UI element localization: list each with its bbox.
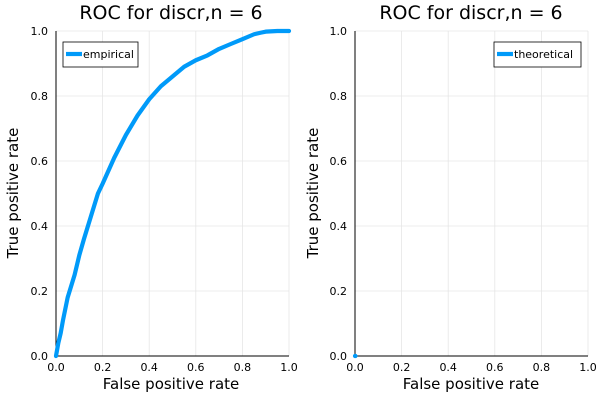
x-axis-label: False positive rate [103,375,240,393]
roc-panel-empirical: ROC for discr,n = 6 0.0 0.2 0.4 0.6 0.8 1.00.… [4,2,298,393]
tick-labels: 0.0 0.2 0.4 0.6 0.8 1.0 0.0 0.2 0.4 0.6 0.8 1.0 [330,25,597,374]
y-tick-label: 0.6 [330,155,348,168]
tick-labels: 0.0 0.2 0.4 0.6 0.8 1.0 0.0 0.2 0.4 0.6 0.8 1.0 [31,25,298,374]
y-tick-label: 0.0 [330,350,348,363]
y-tick-label: 0.8 [330,90,348,103]
x-tick-label: 0.4 [439,361,457,374]
x-tick-label: 0.0 [346,361,364,374]
x-tick-label: 0.6 [486,361,504,374]
series-line-empirical [53,28,292,359]
x-tick-label: 0.8 [533,361,551,374]
x-tick-label: 0.6 [187,361,205,374]
series-group [53,28,292,359]
x-tick-label: 0.2 [393,361,411,374]
axes-frame [55,31,289,357]
legend: theoretical [493,41,582,68]
y-tick-label: 0.2 [330,285,348,298]
x-axis-label: False positive rate [403,375,540,393]
y-tick-label: 1.0 [330,25,348,38]
x-tick-label: 0.0 [47,361,65,374]
x-tick-label: 1.0 [280,361,298,374]
x-tick-label: 1.0 [579,361,597,374]
y-tick-label: 0.2 [31,285,49,298]
gridlines [55,30,290,357]
y-tick-label: 0.4 [31,220,49,233]
chart-title: ROC for discr,n = 6 [379,2,562,24]
roc-panel-theoretical: ROC for discr,n = 6 0.0 0.2 0.4 0.6 0.8 1.00.… [304,2,597,393]
axes-frame [354,31,588,357]
legend-label-theoretical: theoretical [514,48,573,61]
y-tick-label: 1.0 [31,25,49,38]
y-tick-label: 0.4 [330,220,348,233]
gridlines [354,30,589,357]
y-tick-label: 0.0 [31,350,49,363]
x-tick-label: 0.2 [94,361,112,374]
legend-label-empirical: empirical [83,48,134,61]
chart-title: ROC for discr,n = 6 [79,2,262,24]
y-axis-label: True positive rate [4,128,22,260]
legend: empirical [62,41,139,68]
x-tick-label: 0.8 [234,361,252,374]
y-tick-label: 0.8 [31,90,49,103]
y-axis-label: True positive rate [304,128,322,260]
x-tick-label: 0.4 [140,361,158,374]
y-tick-label: 0.6 [31,155,49,168]
